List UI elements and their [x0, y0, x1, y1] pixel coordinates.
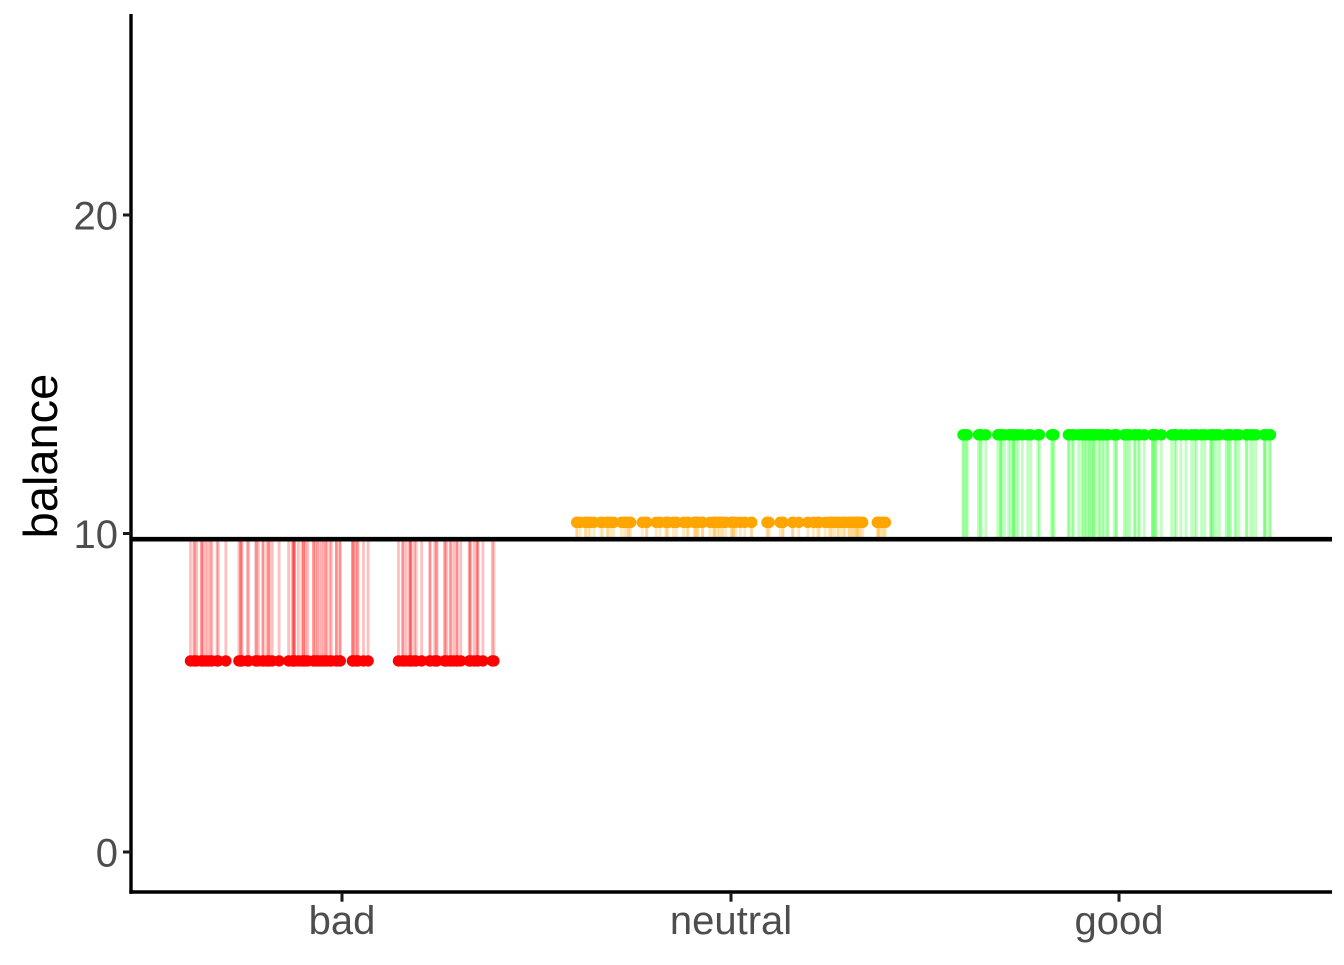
data-point [1133, 429, 1146, 441]
data-point [1146, 429, 1159, 441]
data-point [650, 516, 662, 529]
data-point [570, 516, 583, 529]
data-point [727, 516, 740, 529]
data-point [220, 655, 232, 667]
x-category-label-good: good [1075, 899, 1164, 943]
points-bad [184, 655, 500, 667]
data-point [357, 655, 370, 667]
data-point [252, 655, 265, 667]
data-point [1118, 429, 1130, 441]
data-point [1180, 429, 1192, 441]
data-point [296, 655, 308, 667]
data-point [1241, 429, 1253, 441]
x-category-label-neutral: neutral [670, 899, 792, 943]
data-point [774, 516, 786, 529]
data-point [641, 516, 653, 529]
data-point [1022, 429, 1034, 441]
data-point [1032, 429, 1044, 441]
data-point [746, 516, 758, 529]
data-point [431, 655, 443, 667]
residual-segments-bad [189, 539, 496, 661]
data-point [622, 516, 635, 529]
axes-layer [123, 14, 1332, 902]
data-point [872, 516, 884, 529]
data-point [1048, 429, 1060, 441]
data-point [692, 516, 704, 529]
data-point [660, 516, 672, 529]
data-point [677, 516, 690, 529]
data-point [819, 516, 831, 529]
data-point [263, 655, 275, 667]
data-point [235, 655, 247, 667]
data-point [1199, 429, 1211, 441]
data-point [1102, 429, 1114, 441]
data-point [1229, 429, 1241, 441]
data-point [317, 655, 330, 667]
data-point [1072, 429, 1085, 441]
data-point [206, 655, 218, 667]
data-point [1155, 429, 1168, 441]
residual-segments-layer [189, 434, 1272, 661]
data-point [1190, 429, 1203, 441]
data-points-layer [184, 429, 1277, 667]
data-point [851, 516, 864, 529]
data-point [802, 516, 814, 529]
data-point [1168, 429, 1181, 441]
points-neutral [570, 516, 892, 529]
residual-segments-good [961, 434, 1272, 540]
data-point [330, 655, 343, 667]
data-point [488, 655, 500, 667]
data-point [832, 516, 845, 529]
data-point [392, 655, 405, 667]
data-point [273, 655, 285, 667]
data-point [579, 516, 592, 529]
data-point [1083, 429, 1096, 441]
data-point [961, 429, 973, 441]
y-tick-label: 10 [74, 513, 119, 557]
data-point [188, 655, 200, 667]
data-point [607, 516, 620, 529]
data-point [975, 429, 987, 441]
data-point [1002, 429, 1015, 441]
y-tick-label: 0 [96, 831, 118, 875]
data-point [415, 655, 428, 667]
y-axis-title: balance [14, 374, 67, 539]
data-point [1260, 429, 1272, 441]
data-point [762, 516, 774, 529]
axis-labels-layer: 0 10 20 bad neutral good [74, 194, 1164, 943]
points-good [957, 429, 1277, 441]
y-tick-label: 20 [74, 194, 119, 238]
data-point [468, 655, 480, 667]
data-point [451, 655, 463, 667]
x-category-label-bad: bad [309, 899, 376, 943]
data-point [786, 516, 799, 529]
data-point [715, 516, 728, 529]
